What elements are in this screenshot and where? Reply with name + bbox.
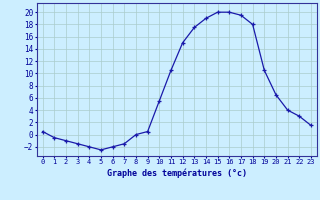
X-axis label: Graphe des températures (°c): Graphe des températures (°c) — [107, 168, 247, 178]
